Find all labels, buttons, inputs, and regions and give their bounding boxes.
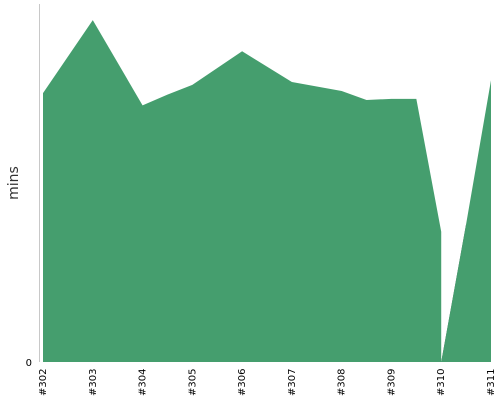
- x-tick-label: #304: [138, 369, 149, 396]
- x-tick-labels: #302 #303 #304 #305 #306 #307 #308 #309 #310 #311: [38, 369, 497, 396]
- series-area: [43, 20, 491, 363]
- x-tick-label: #311: [486, 369, 497, 396]
- area-layer: [43, 20, 491, 363]
- y-axis-title: mins: [6, 166, 22, 200]
- x-tick-label: #306: [237, 369, 248, 396]
- x-tick-label: #308: [337, 369, 348, 396]
- y-tick-zero: 0: [26, 358, 32, 369]
- x-tick-label: #310: [436, 369, 447, 396]
- x-tick-label: #309: [386, 369, 397, 396]
- x-tick-label: #302: [38, 369, 49, 396]
- x-tick-label: #307: [287, 369, 298, 396]
- x-tick-label: #305: [187, 369, 198, 396]
- x-tick-label: #303: [88, 369, 99, 396]
